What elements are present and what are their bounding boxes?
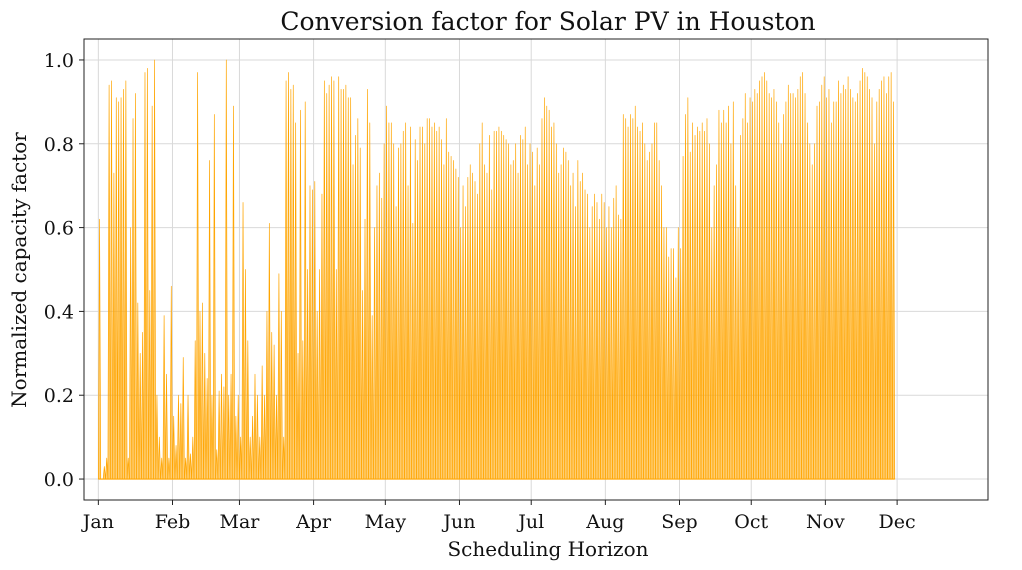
y-tick-label: 0.6 bbox=[44, 218, 74, 240]
series-solar-pv bbox=[97, 59, 896, 480]
y-tick-label: 1.0 bbox=[44, 50, 74, 72]
x-tick-label: Jan bbox=[81, 511, 114, 533]
x-tick-label: Dec bbox=[879, 511, 916, 533]
chart-title: Conversion factor for Solar PV in Housto… bbox=[280, 7, 815, 36]
x-tick-label: Nov bbox=[806, 511, 845, 533]
y-tick-label: 0.4 bbox=[44, 301, 74, 323]
x-tick-label: Apr bbox=[295, 511, 332, 533]
y-tick-label: 0.8 bbox=[44, 134, 74, 156]
x-tick-label: Aug bbox=[585, 511, 624, 533]
x-tick-label: Feb bbox=[155, 511, 191, 533]
x-axis-ticks: Jan Feb Mar Apr May Jun Jul Aug Sep Oct Nov Dec bbox=[81, 500, 916, 533]
x-tick-label: Jun bbox=[441, 511, 475, 533]
x-tick-label: Jul bbox=[516, 511, 544, 533]
plot-frame bbox=[83, 38, 989, 501]
x-tick-label: Sep bbox=[661, 511, 697, 533]
x-tick-label: Oct bbox=[734, 511, 768, 533]
y-tick-label: 0.2 bbox=[44, 385, 74, 407]
x-tick-label: Mar bbox=[220, 511, 261, 533]
y-axis-label: Normalized capacity factor bbox=[7, 132, 31, 408]
y-tick-label: 0.0 bbox=[44, 469, 74, 491]
y-axis-ticks: 0.0 0.2 0.4 0.6 0.8 1.0 bbox=[44, 50, 84, 491]
x-tick-label: May bbox=[365, 511, 407, 533]
x-axis-label: Scheduling Horizon bbox=[447, 537, 648, 561]
